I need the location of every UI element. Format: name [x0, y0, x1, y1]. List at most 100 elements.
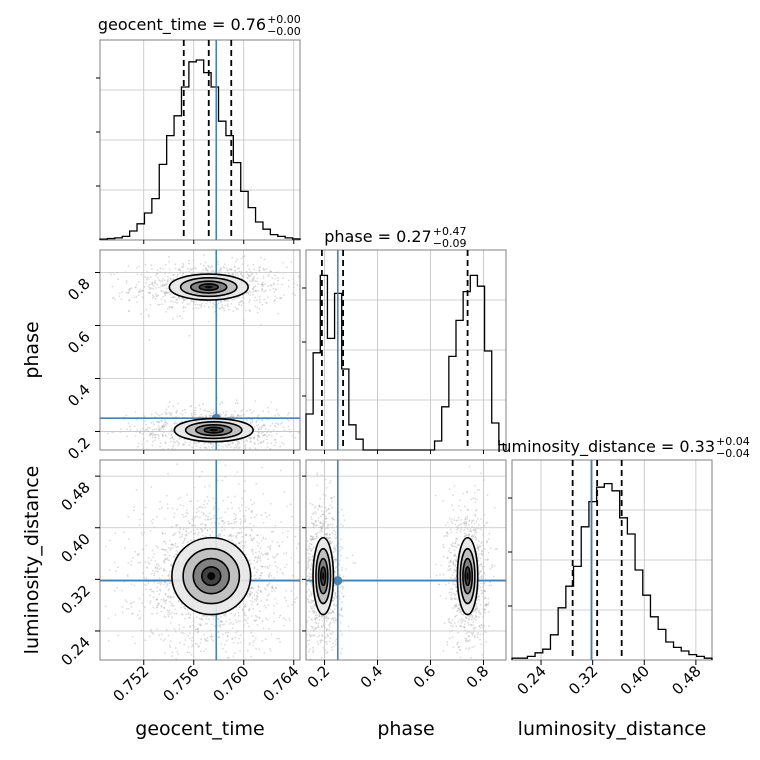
sample-point: [141, 296, 144, 299]
sample-point: [262, 410, 264, 413]
sample-point: [190, 268, 193, 271]
sample-point: [319, 521, 322, 524]
sample-point: [341, 633, 343, 636]
sample-point: [455, 585, 457, 588]
sample-point: [315, 612, 318, 615]
sample-point: [104, 605, 107, 608]
sample-point: [310, 581, 312, 584]
sample-point: [249, 441, 252, 444]
sample-point: [254, 289, 257, 292]
sample-point: [175, 553, 178, 556]
sample-point: [271, 530, 273, 533]
sample-point: [251, 288, 254, 290]
sample-point: [220, 400, 223, 403]
sample-point: [186, 454, 188, 456]
sample-point: [203, 442, 206, 445]
sample-point: [138, 265, 141, 268]
sample-point: [330, 612, 332, 615]
sample-point: [269, 447, 272, 450]
sample-point: [233, 521, 236, 523]
sample-point: [333, 621, 336, 624]
sample-point: [334, 531, 337, 534]
sample-point: [171, 604, 174, 607]
sample-point: [238, 637, 241, 640]
sample-point: [165, 408, 168, 411]
sample-point: [188, 444, 191, 447]
sample-point: [161, 425, 164, 427]
sample-point: [306, 639, 309, 642]
sample-point: [256, 534, 259, 536]
sample-point: [231, 507, 234, 510]
sample-point: [191, 415, 194, 418]
sample-point: [228, 522, 231, 525]
sample-point: [236, 696, 238, 698]
sample-point: [217, 302, 220, 305]
sample-point: [275, 289, 277, 291]
sample-point: [313, 634, 316, 637]
sample-point: [269, 572, 271, 575]
sample-point: [262, 269, 265, 271]
sample-point: [155, 274, 158, 277]
sample-point: [159, 280, 162, 282]
sample-point: [200, 530, 203, 533]
sample-point: [271, 422, 274, 425]
sample-point: [232, 518, 235, 521]
sample-point: [245, 619, 248, 622]
sample-point: [301, 534, 303, 536]
sample-point: [255, 619, 258, 622]
sample-point: [477, 553, 480, 556]
sample-point: [236, 402, 239, 405]
sample-point: [164, 540, 166, 543]
sample-point: [165, 423, 167, 426]
sample-point: [187, 541, 189, 544]
sample-point: [251, 591, 253, 594]
sample-point: [162, 291, 165, 293]
sample-point: [459, 530, 462, 533]
sample-point: [237, 642, 239, 645]
sample-point: [274, 426, 277, 428]
sample-point: [319, 641, 322, 644]
sample-point: [257, 428, 260, 430]
sample-point: [329, 632, 332, 635]
sample-point: [149, 588, 152, 591]
sample-point: [212, 412, 215, 415]
sample-point: [329, 541, 331, 544]
sample-point: [194, 409, 197, 412]
sample-point: [284, 566, 286, 568]
sample-point: [168, 573, 171, 576]
sample-point: [173, 612, 176, 615]
sample-point: [263, 290, 266, 293]
sample-point: [227, 523, 230, 526]
sample-point: [199, 408, 202, 410]
sample-point: [144, 276, 147, 278]
sample-point: [182, 632, 185, 635]
sample-point: [262, 627, 265, 630]
sample-point: [234, 636, 237, 639]
sample-point: [221, 520, 224, 523]
sample-point: [446, 531, 448, 533]
sample-point: [225, 410, 228, 413]
sample-point: [178, 437, 181, 440]
sample-point: [170, 434, 172, 437]
sample-point: [188, 616, 191, 619]
sample-point: [160, 599, 163, 601]
sample-point: [320, 615, 323, 617]
sample-point: [164, 434, 167, 437]
sample-point: [232, 441, 234, 444]
sample-point: [472, 627, 475, 629]
sample-point: [187, 520, 190, 522]
sample-point: [291, 434, 294, 437]
sample-point: [160, 567, 163, 570]
sample-point: [267, 273, 270, 276]
sample-point: [266, 566, 269, 568]
sample-point: [308, 558, 311, 561]
sample-point: [258, 542, 261, 545]
sample-point: [156, 597, 158, 600]
sample-point: [255, 551, 257, 554]
sample-point: [138, 597, 141, 600]
sample-point: [258, 298, 261, 301]
sample-point: [235, 308, 238, 310]
sample-point: [308, 577, 310, 579]
sample-point: [151, 440, 154, 443]
sample-point: [155, 420, 158, 423]
